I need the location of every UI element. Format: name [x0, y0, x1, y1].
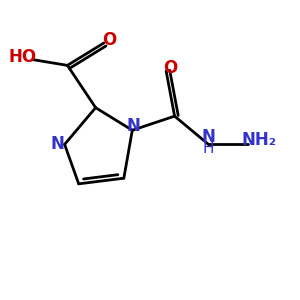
- Text: O: O: [163, 59, 178, 77]
- Text: H: H: [203, 141, 214, 156]
- Text: N: N: [127, 117, 141, 135]
- Text: N: N: [202, 128, 215, 146]
- Text: O: O: [103, 31, 117, 49]
- Text: N: N: [51, 135, 64, 153]
- Text: HO: HO: [8, 48, 36, 66]
- Text: NH₂: NH₂: [242, 131, 277, 149]
